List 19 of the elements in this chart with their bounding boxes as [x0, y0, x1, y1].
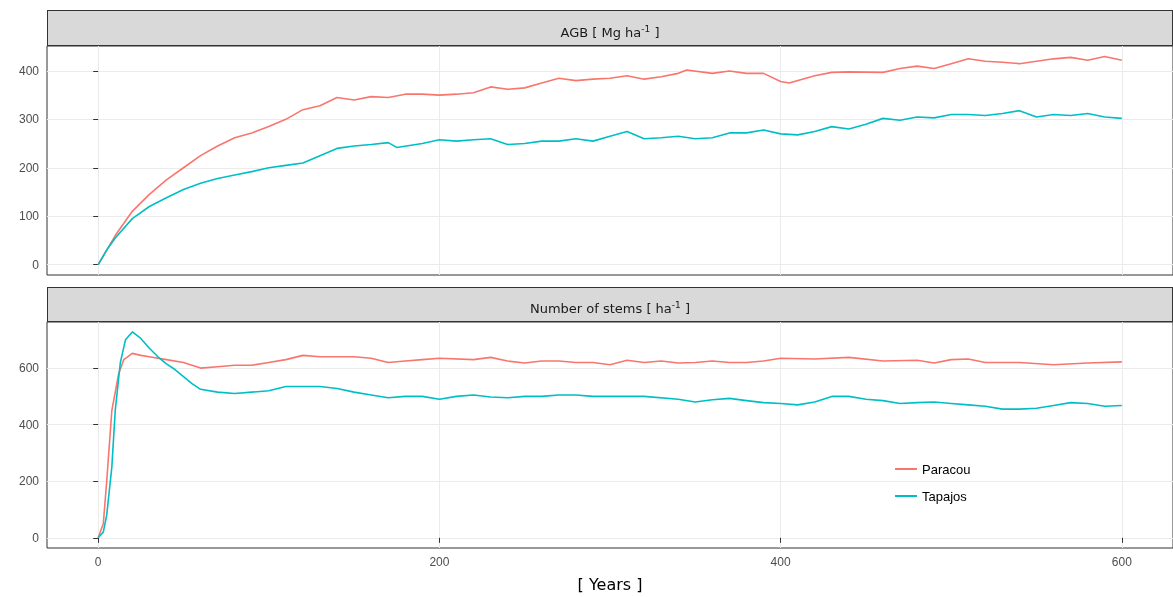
- x-tick-label: 0: [94, 555, 102, 569]
- y-tick-label: 300: [18, 112, 40, 127]
- y-tick-label: 200: [18, 474, 40, 489]
- y-tick-label: 600: [18, 361, 40, 376]
- chart-title: AGB [ Mg ha$^{-1}$ ]: [47, 10, 1173, 46]
- y-tick-label: 400: [18, 417, 40, 432]
- x-tick-label: 200: [429, 555, 450, 569]
- legend-label: Paracou: [922, 461, 971, 477]
- y-tick-label: 0: [32, 530, 40, 545]
- chart-title: Number of stems [ ha$^{-1}$ ]: [47, 287, 1173, 322]
- y-tick-label: 0: [32, 257, 40, 272]
- x-axis-title: [ Years ]: [577, 574, 643, 594]
- legend-label: Tapajos: [922, 488, 968, 504]
- line-series: [97, 109, 1123, 266]
- x-tick-label: 600: [1111, 555, 1133, 569]
- y-tick-label: 200: [18, 160, 40, 175]
- y-tick-label: 400: [18, 63, 40, 78]
- x-tick-label: 400: [770, 555, 791, 569]
- y-tick-label: 100: [18, 209, 40, 224]
